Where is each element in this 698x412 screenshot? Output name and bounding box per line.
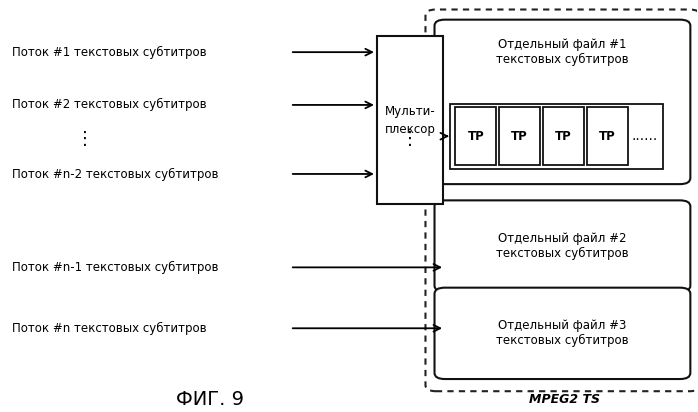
Text: Поток #n-2 текстовых субтитров: Поток #n-2 текстовых субтитров — [12, 167, 218, 180]
Text: ⋮: ⋮ — [401, 131, 419, 148]
Text: TP: TP — [468, 130, 484, 143]
Bar — [377, 36, 443, 204]
Text: Поток #1 текстовых субтитров: Поток #1 текстовых субтитров — [12, 46, 207, 59]
FancyBboxPatch shape — [435, 200, 690, 292]
FancyBboxPatch shape — [587, 107, 628, 166]
Text: Отдельный файл #3
текстовых субтитров: Отдельный файл #3 текстовых субтитров — [496, 319, 629, 347]
Text: TP: TP — [599, 130, 616, 143]
FancyBboxPatch shape — [426, 9, 698, 391]
Text: TP: TP — [512, 130, 528, 143]
Text: Поток #n-1 текстовых субтитров: Поток #n-1 текстовых субтитров — [12, 261, 218, 274]
Text: Отдельный файл #2
текстовых субтитров: Отдельный файл #2 текстовых субтитров — [496, 232, 629, 260]
Text: Поток #n текстовых субтитров: Поток #n текстовых субтитров — [12, 322, 207, 335]
FancyBboxPatch shape — [543, 107, 584, 166]
FancyBboxPatch shape — [499, 107, 540, 166]
Text: ФИГ. 9: ФИГ. 9 — [176, 390, 244, 409]
Text: ......: ...... — [632, 129, 658, 143]
Text: ⋮: ⋮ — [76, 131, 94, 148]
FancyBboxPatch shape — [435, 20, 690, 184]
Text: MPEG2 TS: MPEG2 TS — [529, 393, 600, 406]
FancyBboxPatch shape — [450, 104, 662, 169]
Text: Отдельный файл #1
текстовых субтитров: Отдельный файл #1 текстовых субтитров — [496, 38, 629, 66]
Text: Мульти-
плексор: Мульти- плексор — [385, 105, 436, 136]
Text: TP: TP — [555, 130, 572, 143]
Text: Поток #2 текстовых субтитров: Поток #2 текстовых субтитров — [12, 98, 207, 112]
FancyBboxPatch shape — [435, 288, 690, 379]
FancyBboxPatch shape — [455, 107, 496, 166]
